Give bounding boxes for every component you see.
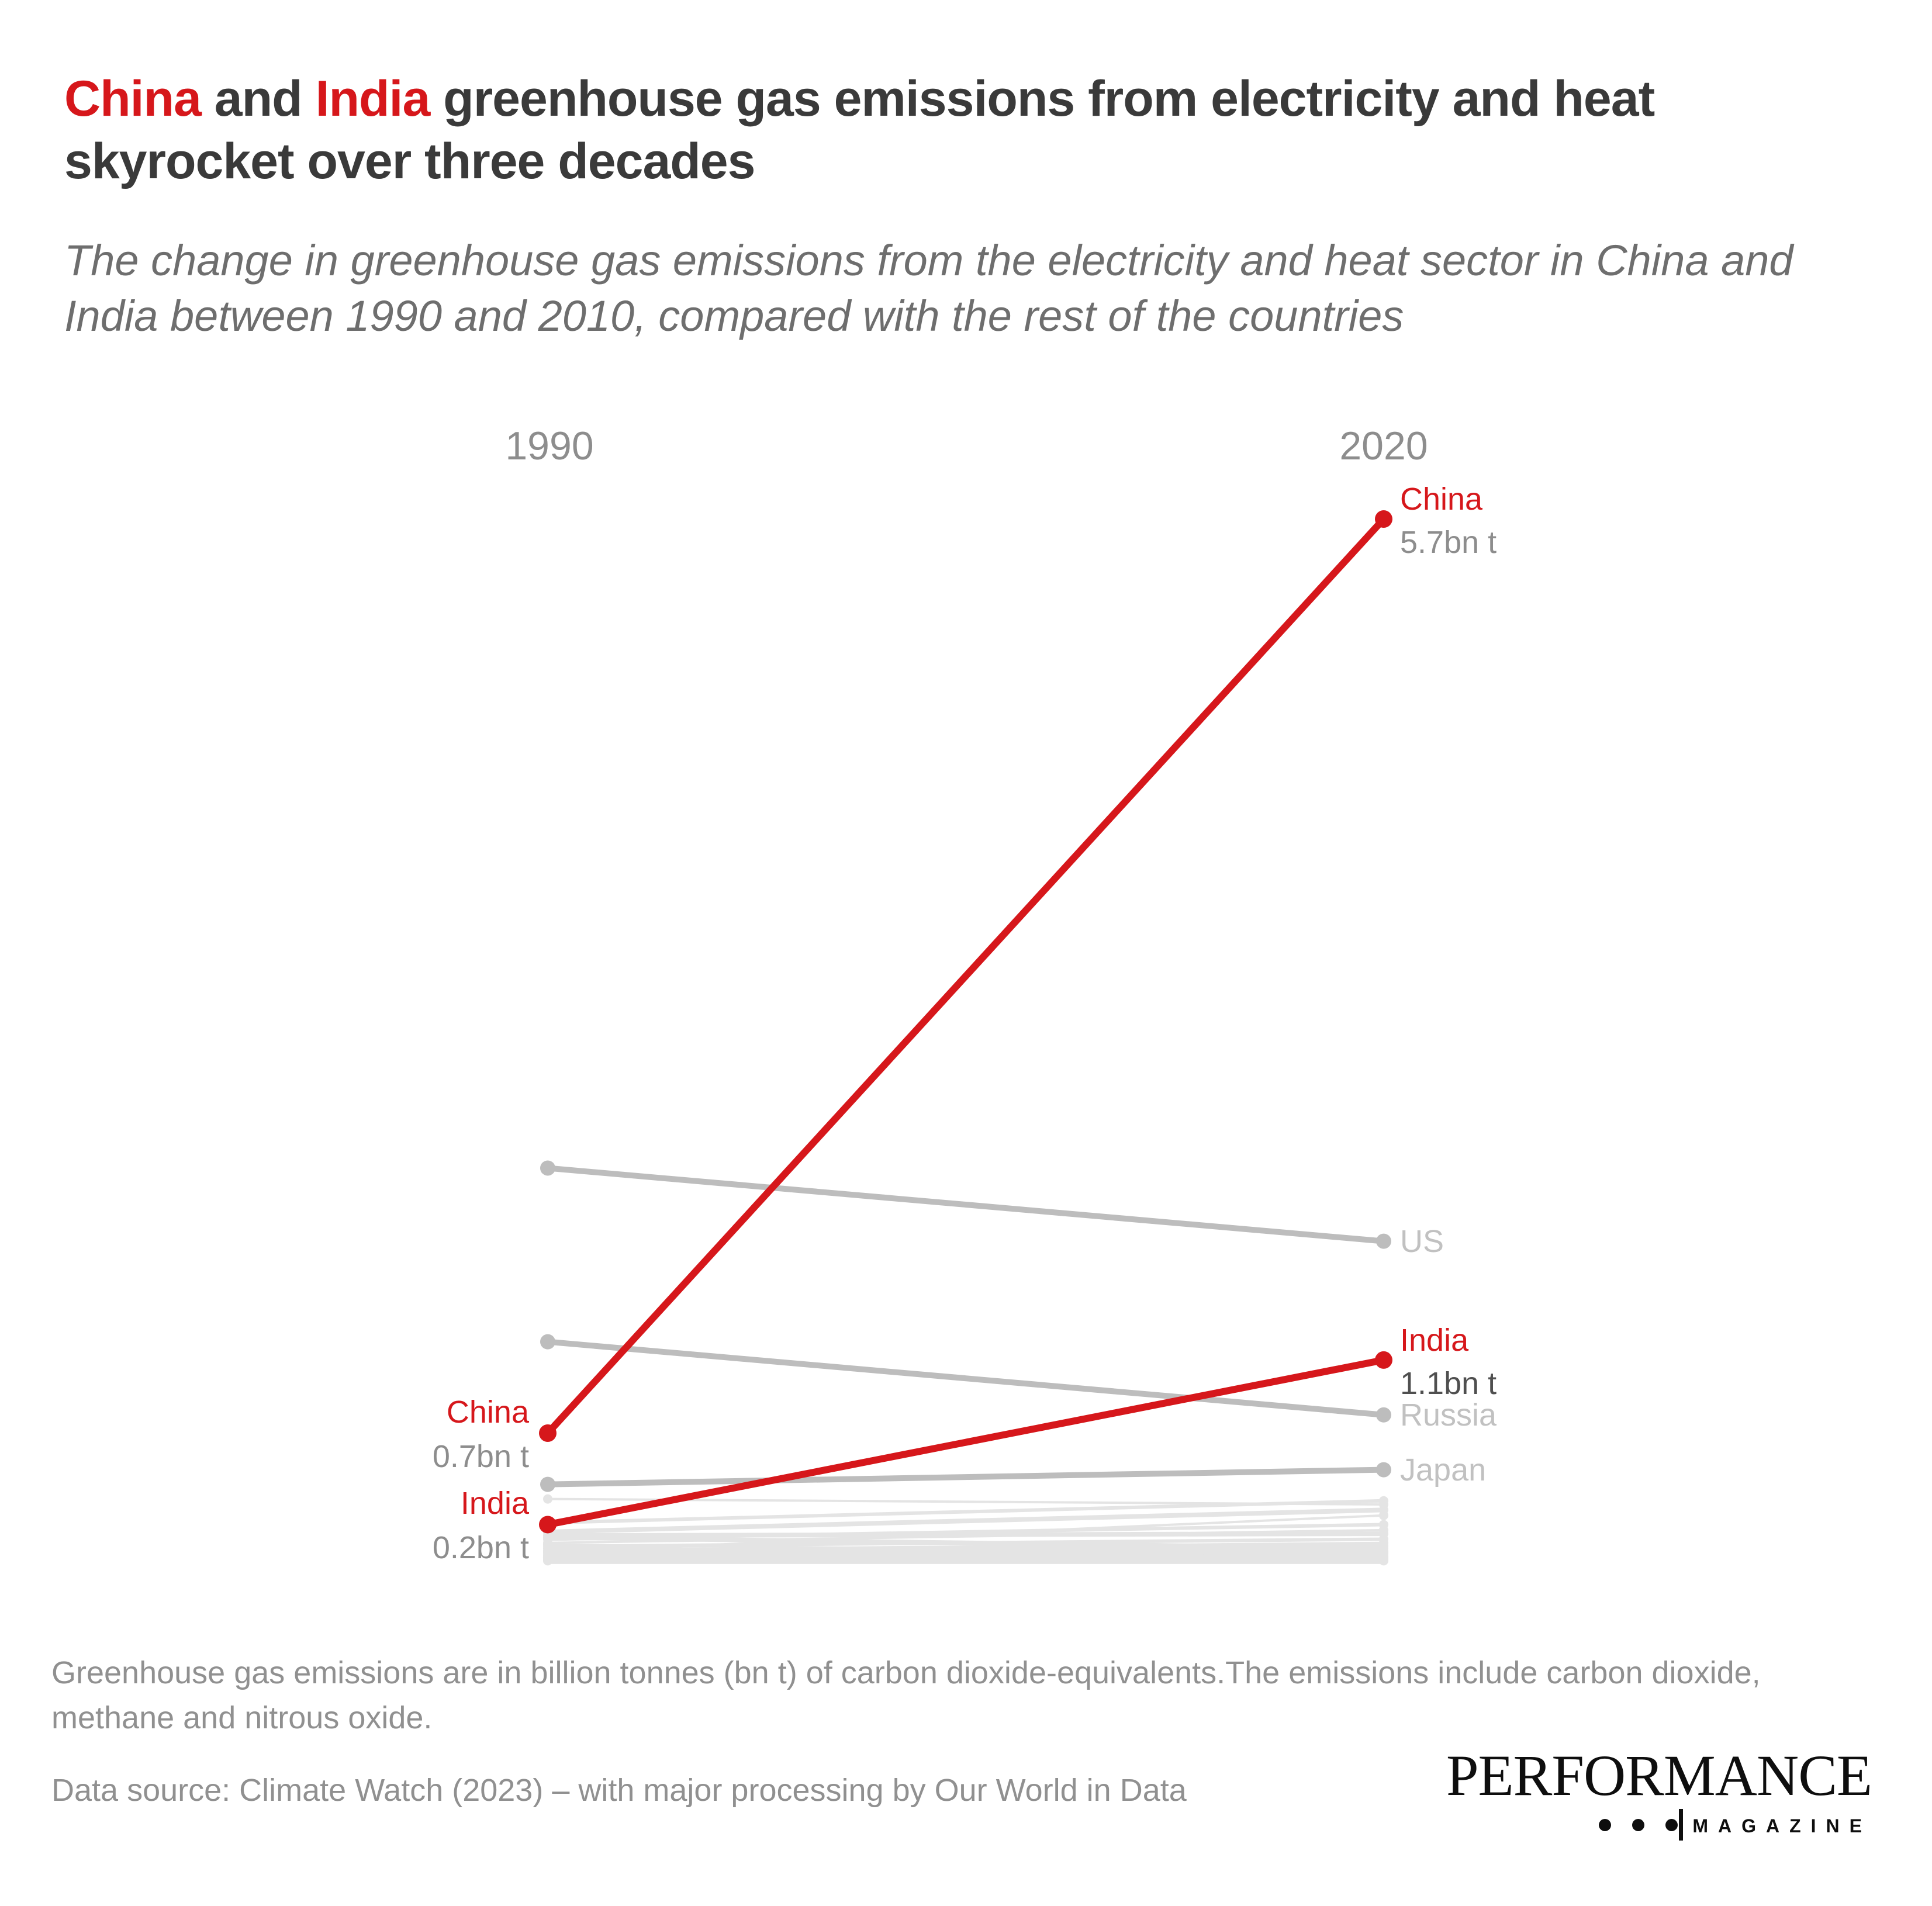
us-2020-name-label: US xyxy=(1400,1223,1444,1259)
logo-tagline: MAGAZINE xyxy=(1692,1815,1872,1836)
series-china-line xyxy=(545,516,1387,1436)
other-country-line xyxy=(547,1499,1384,1525)
other-country-end-dot xyxy=(1379,1496,1388,1506)
series-russia-line xyxy=(547,1338,1384,1418)
russia-2020-name-label: Russia xyxy=(1400,1397,1497,1433)
logo-divider-bar xyxy=(1679,1809,1684,1841)
series-us-line xyxy=(547,1165,1384,1244)
subtitle-line-1: The change in greenhouse gas emissions f… xyxy=(64,236,1793,285)
other-country-end-dot xyxy=(1379,1510,1388,1520)
series-us-end-dot xyxy=(1376,1233,1391,1249)
series-japan-line xyxy=(547,1466,1384,1488)
japan-2020-name-label: Japan xyxy=(1400,1452,1487,1488)
page-subtitle: The change in greenhouse gas emissions f… xyxy=(64,233,1793,344)
series-russia-end-dot xyxy=(1376,1407,1391,1423)
series-japan-start-dot xyxy=(540,1476,555,1492)
series-japan-end-dot xyxy=(1376,1462,1391,1478)
other-country-line xyxy=(547,1531,1384,1538)
other-country-start-dot xyxy=(543,1533,552,1542)
china-2020-value-label: 5.7bn t xyxy=(1400,525,1497,561)
series-russia-start-dot xyxy=(540,1334,555,1350)
footnote-line-1: Greenhouse gas emissions are in billion … xyxy=(51,1655,1761,1690)
series-china-start-dot xyxy=(539,1424,557,1443)
logo-wordmark: PERFORMANCE xyxy=(1446,1743,1872,1808)
logo-dot-icon xyxy=(1665,1818,1678,1831)
india-2020-name-label: India xyxy=(1400,1322,1469,1358)
series-us-start-dot xyxy=(540,1160,555,1176)
logo-dot-icon xyxy=(1632,1818,1645,1831)
subtitle-line-2: India between 1990 and 2010, compared wi… xyxy=(64,292,1404,340)
title-highlight-india: India xyxy=(315,71,431,127)
other-country-start-dot xyxy=(543,1555,552,1565)
other-country-end-dot xyxy=(1379,1555,1388,1565)
china-1990-value-label: 0.7bn t xyxy=(432,1439,529,1475)
data-source-note: Data source: Climate Watch (2023) – with… xyxy=(51,1773,1187,1808)
series-india-end-dot xyxy=(1375,1351,1392,1369)
page-title: China and India greenhouse gas emissions… xyxy=(64,68,1655,193)
chart-footnote: Greenhouse gas emissions are in billion … xyxy=(51,1651,1761,1741)
china-1990-name-label: China xyxy=(446,1395,529,1430)
performance-magazine-logo: PERFORMANCE MAGAZINE xyxy=(1446,1746,1872,1841)
year-column-label-2020: 2020 xyxy=(1339,424,1428,468)
other-country-line xyxy=(547,1507,1384,1534)
other-country-end-dot xyxy=(1379,1525,1388,1535)
title-line-1: China and India greenhouse gas emissions… xyxy=(64,71,1655,127)
series-india-start-dot xyxy=(539,1516,557,1534)
logo-dot-icon xyxy=(1599,1818,1612,1831)
title-highlight-china: China xyxy=(64,71,202,127)
series-india-line xyxy=(547,1357,1385,1528)
footnote-line-2: methane and nitrous oxide. xyxy=(51,1700,433,1735)
logo-tagline-row: MAGAZINE xyxy=(1446,1808,1872,1841)
india-2020-value-label: 1.1bn t xyxy=(1400,1365,1497,1401)
series-china-end-dot xyxy=(1375,510,1392,528)
year-column-label-1990: 1990 xyxy=(505,424,594,468)
china-2020-name-label: China xyxy=(1400,482,1483,517)
other-country-start-dot xyxy=(543,1494,552,1504)
other-country-end-dot xyxy=(1379,1546,1388,1556)
india-1990-name-label: India xyxy=(460,1486,529,1521)
other-country-line xyxy=(547,1556,1384,1563)
title-line-2: skyrocket over three decades xyxy=(64,133,755,189)
india-1990-value-label: 0.2bn t xyxy=(432,1530,529,1566)
